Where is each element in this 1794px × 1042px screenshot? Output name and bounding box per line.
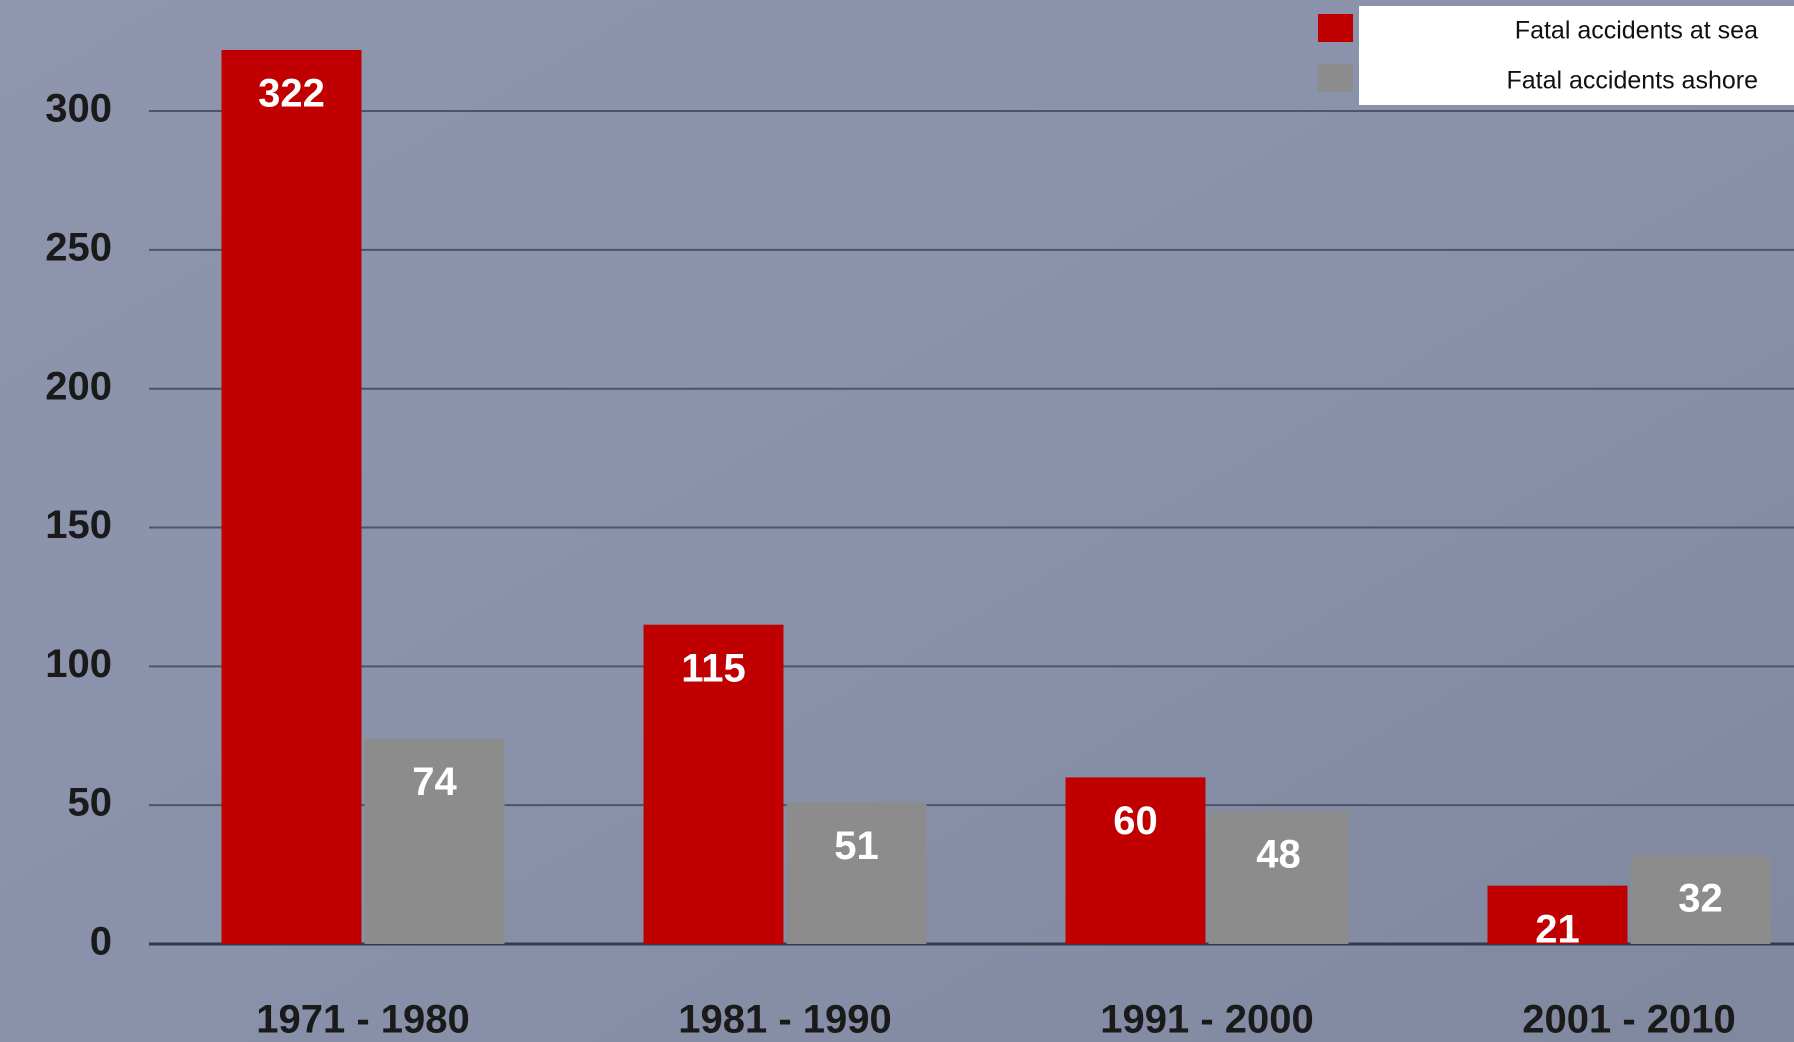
x-tick-label: 1971 - 1980 — [256, 998, 470, 1042]
y-tick-label: 250 — [45, 225, 112, 269]
data-label: 60 — [1113, 799, 1158, 843]
bar — [222, 50, 362, 944]
legend-swatch — [1318, 14, 1353, 42]
bar — [1209, 811, 1349, 944]
chart: 0 50 100 150 200 250 300 1971 - 1980 322 74 1981 -… — [0, 0, 1794, 1042]
data-label: 48 — [1256, 832, 1301, 876]
x-tick-label: 2001 - 2010 — [1522, 998, 1736, 1042]
y-tick-label: 0 — [90, 920, 112, 964]
data-label: 21 — [1535, 907, 1580, 951]
x-tick-label: 1981 - 1990 — [678, 998, 892, 1042]
x-tick-label: 1991 - 2000 — [1100, 998, 1314, 1042]
legend-label: Fatal accidents at sea — [1515, 17, 1758, 45]
y-tick-label: 50 — [68, 781, 113, 825]
legend-swatch — [1318, 64, 1353, 92]
data-label: 115 — [681, 646, 746, 690]
data-label: 32 — [1678, 877, 1723, 921]
y-tick-label: 150 — [45, 503, 112, 547]
legend-label: Fatal accidents ashore — [1506, 67, 1758, 95]
y-tick-label: 200 — [45, 364, 112, 408]
y-tick-label: 300 — [45, 87, 112, 131]
data-label: 51 — [834, 824, 879, 868]
y-tick-label: 100 — [45, 642, 112, 686]
data-label: 74 — [412, 760, 457, 804]
data-label: 322 — [258, 72, 325, 116]
